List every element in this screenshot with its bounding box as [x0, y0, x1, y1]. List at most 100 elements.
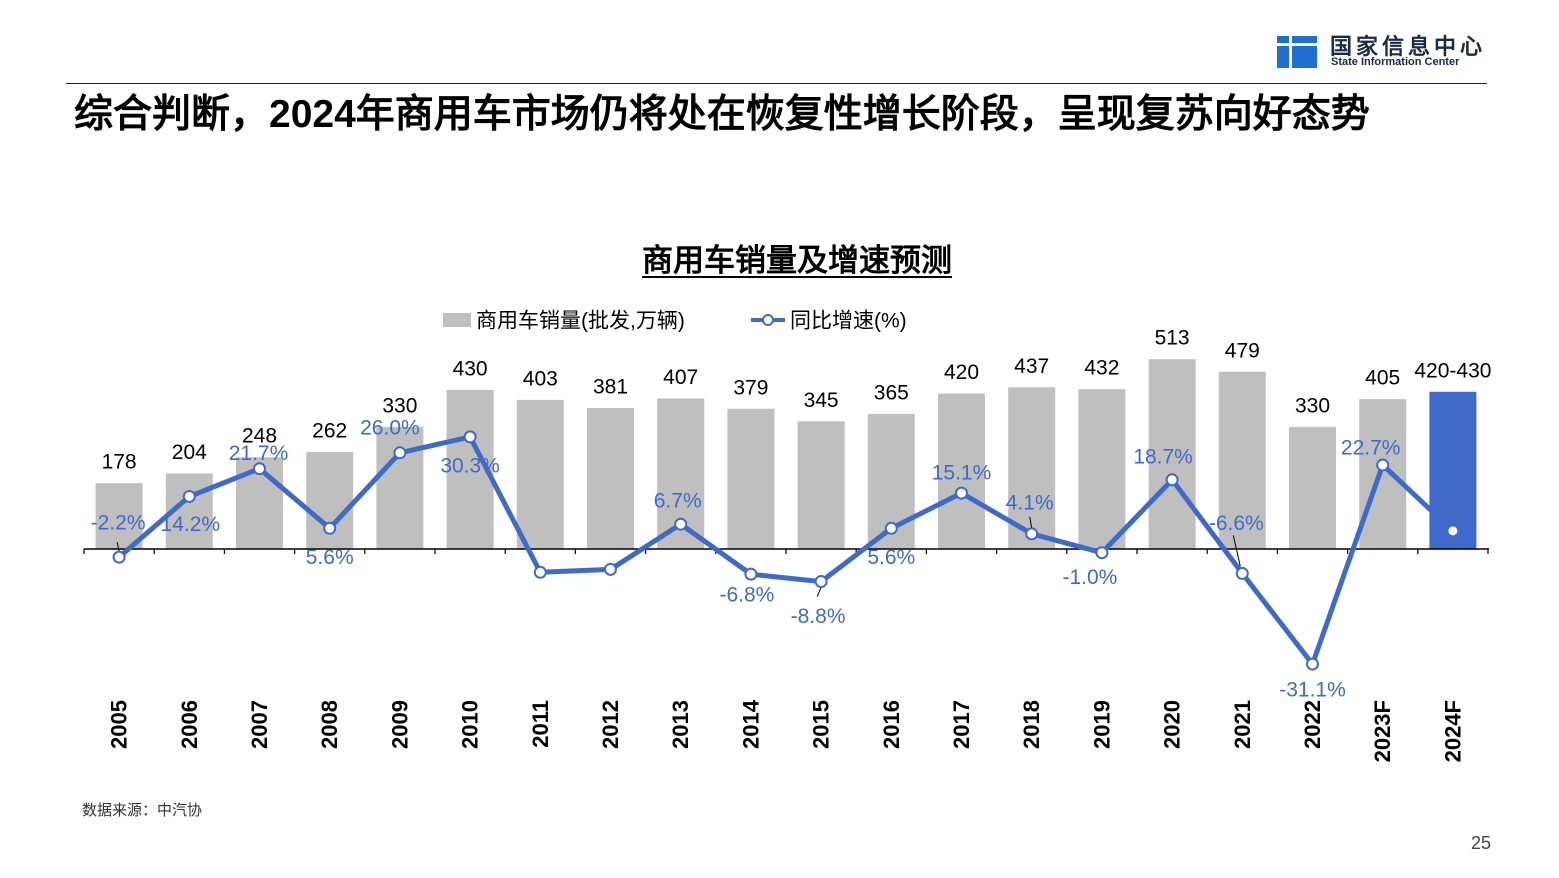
leader-line [1029, 516, 1033, 528]
growth-marker-2010 [463, 430, 477, 444]
category-label-2012: 2012 [598, 700, 623, 749]
category-label-2010: 2010 [458, 700, 483, 749]
slide-title: 综合判断，2024年商用车市场仍将处在恢复性增长阶段，呈现复苏向好态势 [74, 93, 1370, 136]
category-label-2017: 2017 [949, 700, 974, 749]
bar-value-label-2020: 513 [1155, 327, 1190, 350]
growth-marker-2008 [323, 521, 337, 535]
page-number: 25 [1470, 833, 1491, 853]
growth-marker-2014 [744, 567, 758, 581]
leader-line [1232, 535, 1241, 567]
bar-value-label-2023F: 405 [1365, 367, 1400, 390]
growth-value-label-2015: -8.8% [791, 605, 846, 628]
bar-2005 [95, 483, 143, 549]
growth-marker-2005 [112, 550, 126, 564]
legend-sales-swatch [443, 313, 471, 327]
growth-value-label-2023F: 22.7% [1341, 437, 1401, 460]
growth-value-labels: -2.2% 14.2% 21.7% 5.6% 26.0% 30.3% 6.7% -6.8% -8… [91, 416, 1401, 701]
category-label-2015: 2015 [809, 700, 834, 749]
bar-2012 [587, 408, 634, 549]
leader-line [116, 542, 120, 552]
growth-marker-2011 [533, 565, 547, 579]
category-label-2019: 2019 [1089, 700, 1114, 749]
growth-marker-2017 [955, 486, 968, 500]
growth-value-label-2007: 21.7% [229, 442, 289, 465]
bar-value-label-2011: 403 [523, 367, 558, 390]
category-label-2005: 2005 [107, 700, 132, 749]
bar-2009 [376, 426, 424, 549]
growth-value-label-2018: 4.1% [1006, 491, 1054, 514]
bar-value-label-2009: 330 [382, 394, 417, 417]
category-label-2009: 2009 [387, 700, 412, 749]
growth-marker-2021 [1235, 566, 1249, 580]
state-information-center-logo-icon [1277, 36, 1317, 68]
bar-value-label-2014: 379 [733, 376, 768, 399]
bar-value-label-2005: 178 [102, 451, 137, 474]
legend-growth-marker-icon [762, 314, 774, 326]
category-label-2014: 2014 [738, 699, 763, 749]
category-label-2020: 2020 [1160, 700, 1185, 749]
category-label-2022: 2022 [1300, 700, 1325, 749]
growth-marker-2016 [884, 521, 898, 535]
category-label-2024F: 2024F [1440, 700, 1465, 762]
category-label-2021: 2021 [1230, 700, 1255, 749]
bar-2017 [938, 393, 985, 549]
growth-value-label-2019: -1.0% [1062, 566, 1117, 589]
bar-series [95, 359, 1477, 549]
category-label-2006: 2006 [177, 700, 202, 749]
label-leader-lines [116, 516, 1241, 597]
data-source-note: 数据来源：中汽协 [82, 802, 203, 819]
growth-value-label-2010: 30.3% [440, 454, 500, 477]
org-name-en: State Information Center [1331, 56, 1460, 68]
growth-marker-2009 [393, 446, 407, 460]
growth-value-label-2022: -31.1% [1279, 679, 1346, 702]
category-label-2008: 2008 [317, 700, 342, 749]
org-name-cn: 国家信息中心 [1330, 35, 1487, 60]
bar-value-label-2015: 345 [804, 389, 839, 412]
growth-marker-2018 [1025, 527, 1039, 541]
growth-markers [112, 430, 1460, 671]
bar-2023F [1359, 399, 1407, 549]
bar-value-label-2012: 381 [593, 376, 628, 399]
category-labels: 2005 2006 2007 2008 2009 2010 2011 2012 2013 2014… [107, 699, 1466, 762]
legend-growth-label: 同比增速(%) [790, 310, 907, 333]
header-divider [66, 83, 1487, 84]
growth-marker-2012 [604, 562, 617, 576]
leader-line [816, 587, 822, 597]
bar-2011 [516, 399, 564, 549]
bar-2020 [1148, 359, 1196, 549]
growth-value-label-2021: -6.6% [1209, 512, 1264, 535]
legend-sales-label: 商用车销量(批发,万辆) [476, 310, 685, 333]
growth-value-label-2005: -2.2% [91, 512, 146, 535]
growth-marker-2020 [1165, 473, 1179, 487]
category-label-2023F: 2023F [1370, 700, 1395, 762]
growth-value-label-2013: 6.7% [654, 490, 702, 513]
growth-value-label-2016: 5.6% [867, 546, 915, 569]
bar-value-labels: 178 204 248 262 330 430 403 381 407 379 345 365 420 4… [102, 327, 1492, 474]
chart-title: 商用车销量及增速预测 [642, 243, 952, 278]
category-label-2018: 2018 [1019, 700, 1044, 749]
bar-2021 [1218, 371, 1266, 549]
growth-marker-2015 [814, 575, 828, 589]
bar-value-label-2007: 248 [242, 425, 277, 448]
category-label-2007: 2007 [247, 700, 272, 749]
growth-marker-2013 [674, 517, 688, 531]
growth-marker-2019 [1095, 546, 1109, 560]
x-axis [83, 548, 1489, 554]
bar-2024F [1429, 391, 1477, 549]
bar-value-label-2017: 420 [944, 361, 979, 384]
growth-marker-2007 [253, 462, 266, 476]
growth-marker-2022 [1306, 657, 1319, 671]
bar-value-label-2022: 330 [1295, 394, 1330, 417]
bar-value-label-2006: 204 [172, 441, 207, 464]
growth-value-label-2006: 14.2% [161, 513, 221, 536]
bar-value-label-2008: 262 [312, 420, 347, 443]
growth-value-label-2017: 15.1% [932, 462, 992, 485]
growth-marker-2024F [1446, 524, 1460, 538]
growth-value-label-2008: 5.6% [306, 546, 354, 569]
growth-marker-2006 [182, 489, 196, 503]
bar-value-label-2013: 407 [663, 366, 698, 389]
bar-value-label-2016: 365 [874, 381, 909, 404]
growth-value-label-2014: -6.8% [719, 584, 774, 607]
